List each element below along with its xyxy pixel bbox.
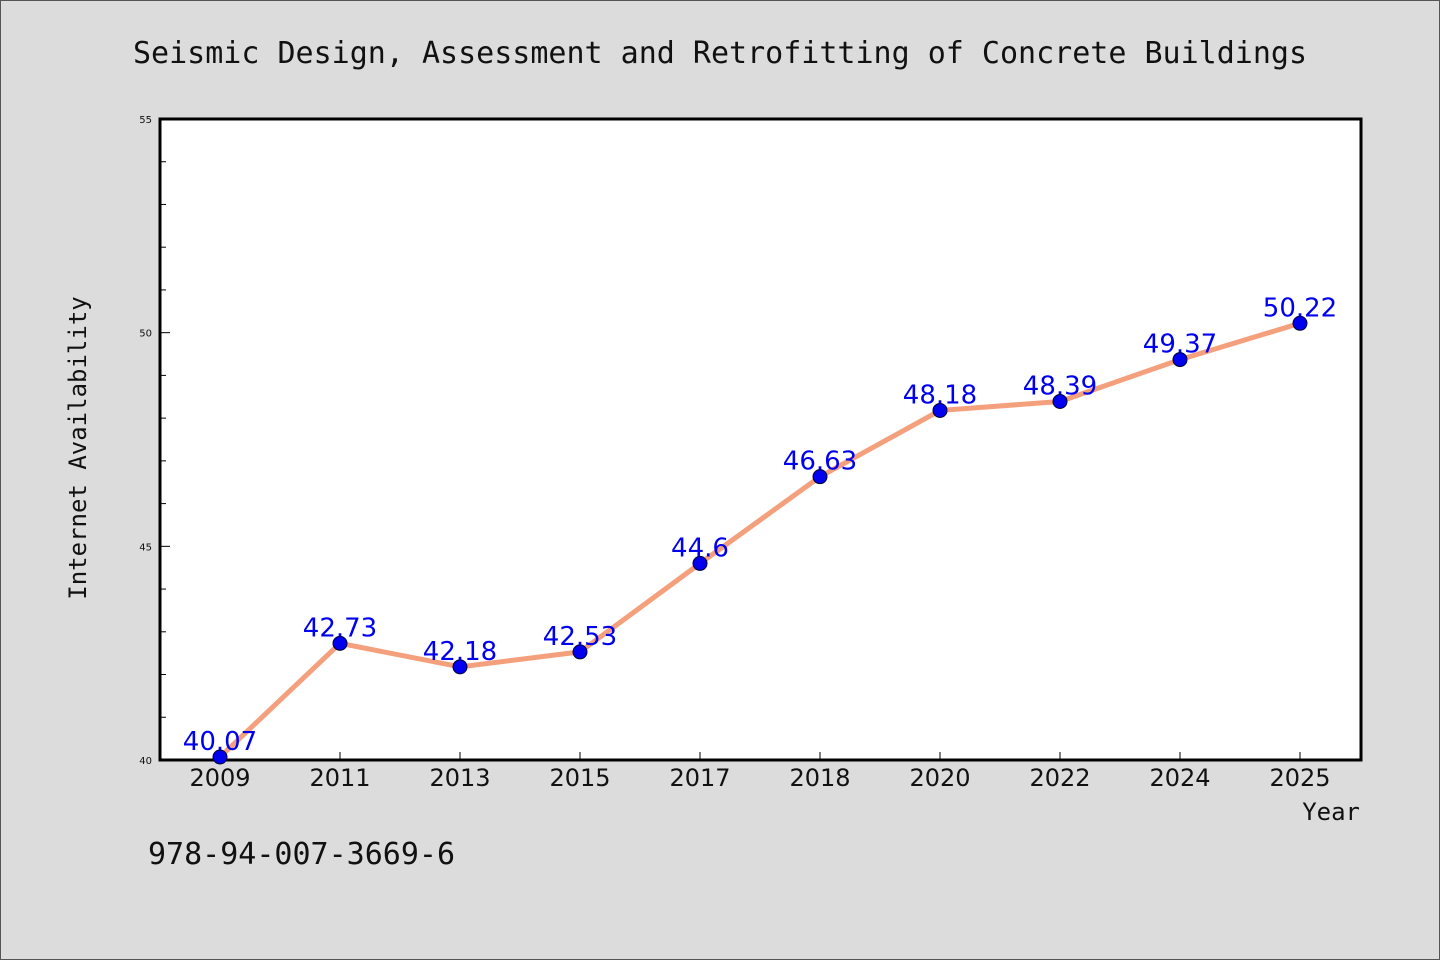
data-point <box>1292 315 1308 331</box>
x-tick-label: 2025 <box>1269 764 1330 792</box>
data-label: 50.22 <box>1263 293 1337 323</box>
x-tick-label: 2022 <box>1029 764 1090 792</box>
data-point <box>812 469 828 485</box>
data-labels: 40.07 42.73 42.18 42.53 44.6 46.63 48.18 48.39 4… <box>183 293 1337 757</box>
data-point <box>332 635 348 651</box>
x-tick-label: 2017 <box>669 764 730 792</box>
chart-title: Seismic Design, Assessment and Retrofitt… <box>133 36 1307 71</box>
x-tick-label: 2013 <box>429 764 490 792</box>
data-point <box>1052 393 1068 409</box>
data-label: 46.63 <box>783 447 857 477</box>
y-tick-label: 50 <box>139 329 152 340</box>
x-tick-label: 2011 <box>309 764 370 792</box>
x-tick-label: 2015 <box>549 764 610 792</box>
data-label: 44.6 <box>671 533 729 563</box>
data-label: 42.53 <box>543 622 617 652</box>
series-line-group <box>217 320 1303 760</box>
data-markers <box>212 315 1308 765</box>
x-tick-label: 2018 <box>789 764 850 792</box>
plot-area <box>158 117 1363 762</box>
y-tick-label: 45 <box>139 542 152 553</box>
isbn-text: 978-94-007-3669-6 <box>148 837 455 872</box>
data-label: 48.39 <box>1023 371 1097 401</box>
data-label: 48.18 <box>903 380 977 410</box>
x-tick-label: 2020 <box>909 764 970 792</box>
y-tick-label: 40 <box>139 756 152 767</box>
data-point <box>692 555 708 571</box>
y-tick-label: 55 <box>139 115 152 126</box>
y-axis-label: Internet Availability <box>64 296 92 599</box>
data-label: 49.37 <box>1143 330 1217 360</box>
y-axis-ticks: 40 45 50 55 <box>139 115 170 767</box>
data-point <box>452 659 468 675</box>
x-tick-label: 2024 <box>1149 764 1210 792</box>
x-tick-label: 2009 <box>189 764 250 792</box>
x-axis-ticks: 2009 2011 2013 2015 2017 2018 2020 2022 2024 2025 <box>189 752 1331 792</box>
x-axis-label: Year <box>1302 798 1360 826</box>
data-point <box>932 402 948 418</box>
data-label: 42.18 <box>423 637 497 667</box>
data-label: 40.07 <box>183 727 257 757</box>
data-label: 42.73 <box>303 613 377 643</box>
data-point <box>1172 352 1188 368</box>
data-point <box>572 644 588 660</box>
data-point <box>212 749 228 765</box>
series-line <box>217 320 1303 760</box>
